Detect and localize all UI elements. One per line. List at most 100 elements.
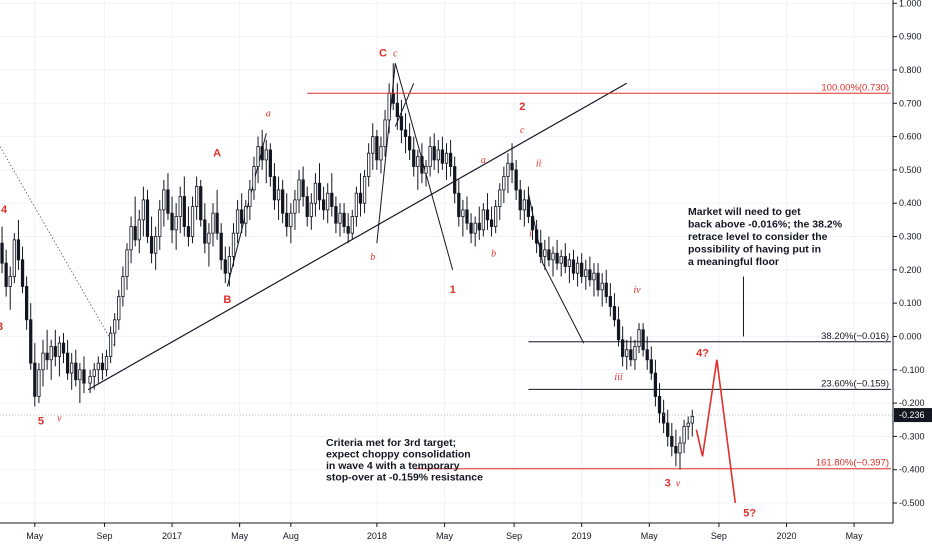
candle-body[interactable] xyxy=(567,259,572,267)
candle-body[interactable] xyxy=(305,196,309,217)
candle-body[interactable] xyxy=(117,296,121,321)
candle-body[interactable] xyxy=(256,146,260,167)
candle-body[interactable] xyxy=(297,179,301,201)
candle-body[interactable] xyxy=(453,166,457,194)
candle-body[interactable] xyxy=(440,149,445,164)
candle-body[interactable] xyxy=(686,422,690,427)
candle-body[interactable] xyxy=(125,249,129,277)
candle-body[interactable] xyxy=(518,189,522,211)
candle-body[interactable] xyxy=(682,425,686,444)
candle-body[interactable] xyxy=(633,346,637,361)
candle-body[interactable] xyxy=(448,152,453,167)
candle-body[interactable] xyxy=(207,232,211,244)
candle-body[interactable] xyxy=(391,92,395,104)
candle-body[interactable] xyxy=(301,179,305,197)
candle-body[interactable] xyxy=(674,445,678,454)
candle-body[interactable] xyxy=(0,242,4,264)
candle-body[interactable] xyxy=(33,362,37,397)
candle-body[interactable] xyxy=(104,356,109,371)
candle-body[interactable] xyxy=(211,212,215,234)
candle-body[interactable] xyxy=(539,242,543,257)
candle-body[interactable] xyxy=(457,192,461,217)
candle-body[interactable] xyxy=(534,229,539,244)
candle-body[interactable] xyxy=(108,332,113,357)
candle-body[interactable] xyxy=(608,296,612,307)
candle-body[interactable] xyxy=(309,202,313,217)
candle-body[interactable] xyxy=(641,329,645,351)
candle-body[interactable] xyxy=(526,199,531,217)
candle-body[interactable] xyxy=(141,199,146,221)
candle-body[interactable] xyxy=(522,199,526,211)
candle-body[interactable] xyxy=(219,232,223,261)
candle-body[interactable] xyxy=(555,252,559,264)
candle-body[interactable] xyxy=(45,352,49,361)
candle-body[interactable] xyxy=(162,189,166,211)
candle-body[interactable] xyxy=(436,149,440,161)
candle-body[interactable] xyxy=(571,259,576,274)
candle-body[interactable] xyxy=(29,319,33,364)
candle-body[interactable] xyxy=(96,362,100,371)
candle-body[interactable] xyxy=(666,422,670,437)
candle-body[interactable] xyxy=(285,212,289,227)
candle-body[interactable] xyxy=(49,346,53,361)
candle-body[interactable] xyxy=(481,209,485,231)
candle-body[interactable] xyxy=(65,352,70,374)
candle-body[interactable] xyxy=(24,286,29,321)
candle-body[interactable] xyxy=(100,362,105,371)
candle-body[interactable] xyxy=(621,339,625,357)
candle-body[interactable] xyxy=(129,226,133,251)
candle-body[interactable] xyxy=(346,226,350,234)
candle-body[interactable] xyxy=(371,136,375,154)
candle-body[interactable] xyxy=(612,306,617,321)
candle-body[interactable] xyxy=(670,435,674,447)
candle-body[interactable] xyxy=(514,169,518,191)
candle-body[interactable] xyxy=(240,209,244,224)
candle-body[interactable] xyxy=(215,212,219,234)
candle-body[interactable] xyxy=(92,369,96,377)
candle-body[interactable] xyxy=(530,216,535,231)
candle-body[interactable] xyxy=(367,152,371,177)
candle-body[interactable] xyxy=(154,236,158,254)
candle-body[interactable] xyxy=(57,342,62,357)
candle-body[interactable] xyxy=(350,216,354,234)
candle-body[interactable] xyxy=(629,349,633,361)
candle-body[interactable] xyxy=(330,192,334,207)
fibonacci-levels[interactable]: 100.00%(0.730) 38.20%(−0.016) 23.60%(−0.15… xyxy=(0,82,893,470)
candle-body[interactable] xyxy=(260,146,264,161)
candle-body[interactable] xyxy=(203,219,207,244)
candle-body[interactable] xyxy=(477,222,481,231)
candle-body[interactable] xyxy=(78,369,82,381)
candle-body[interactable] xyxy=(313,182,318,204)
candle-body[interactable] xyxy=(473,222,477,234)
candle-body[interactable] xyxy=(248,189,252,207)
candle-body[interactable] xyxy=(227,256,232,274)
candle-body[interactable] xyxy=(584,269,588,277)
candle-body[interactable] xyxy=(461,209,465,217)
candle-body[interactable] xyxy=(563,256,567,267)
candle-body[interactable] xyxy=(444,152,449,164)
candle-body[interactable] xyxy=(354,192,359,217)
candle-body[interactable] xyxy=(547,249,551,261)
candle-body[interactable] xyxy=(20,259,25,287)
candle-body[interactable] xyxy=(661,412,666,424)
candle-body[interactable] xyxy=(592,272,596,281)
candle-body[interactable] xyxy=(137,219,141,241)
candle-body[interactable] xyxy=(428,146,432,167)
candle-body[interactable] xyxy=(690,416,694,424)
candlestick-series[interactable] xyxy=(0,63,694,470)
candle-body[interactable] xyxy=(543,249,547,257)
candle-body[interactable] xyxy=(489,219,494,227)
candle-body[interactable] xyxy=(588,269,592,281)
candle-body[interactable] xyxy=(276,189,281,201)
candle-body[interactable] xyxy=(412,149,416,167)
candle-body[interactable] xyxy=(186,226,191,237)
candle-body[interactable] xyxy=(166,189,170,214)
candle-body[interactable] xyxy=(264,149,268,161)
candle-body[interactable] xyxy=(244,206,248,224)
candle-body[interactable] xyxy=(252,166,256,191)
candle-body[interactable] xyxy=(342,212,346,227)
candle-body[interactable] xyxy=(317,182,322,201)
candle-body[interactable] xyxy=(649,359,653,374)
candle-body[interactable] xyxy=(485,209,490,221)
candle-body[interactable] xyxy=(424,166,428,174)
